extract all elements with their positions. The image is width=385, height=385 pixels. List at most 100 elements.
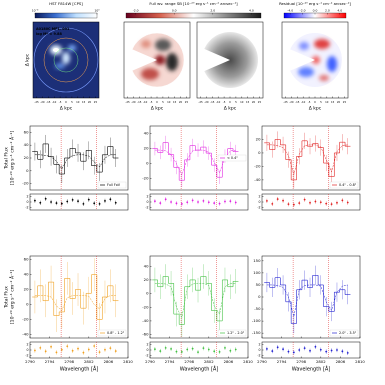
residual-point: [71, 349, 74, 352]
plot-frame: [261, 125, 361, 191]
legend-box: [329, 181, 359, 189]
residual-point: [87, 198, 90, 201]
x-axis-label: Wavelength [Å]: [180, 366, 219, 373]
x-tick-label: 2798: [64, 359, 74, 364]
y-axis-label: Total Flux: [4, 286, 10, 309]
residual-point: [207, 201, 210, 204]
residual-y-tick-label: 0: [26, 200, 28, 204]
x-tick-label: -5: [150, 100, 153, 104]
residual-point: [303, 347, 306, 350]
x-tick-label: 2806: [336, 359, 346, 364]
residual-point: [213, 202, 216, 204]
x-tick-label: 10: [240, 100, 244, 104]
x-tick-label: 2798: [184, 359, 194, 364]
residual-point: [114, 350, 117, 352]
x-tick-label: 0: [229, 100, 231, 104]
residual-map: [282, 33, 342, 87]
y-axis-label: Total Flux: [4, 147, 10, 170]
residual-point: [292, 351, 295, 354]
residual-point: [298, 202, 301, 204]
colorbar-title: Full wv. range SB [10⁻²⁰ erg s⁻¹ cm⁻² ar…: [149, 1, 238, 6]
y-tick-label: -20: [142, 176, 149, 181]
residual-point: [159, 350, 162, 352]
y-tick-label: 40: [144, 131, 149, 136]
residual-point: [104, 200, 106, 202]
residual-point: [218, 350, 221, 353]
y-tick-label: 20: [24, 155, 29, 160]
x-tick-label: -10: [216, 100, 221, 104]
residual-y-tick-label: -2: [145, 205, 148, 209]
residual-point: [202, 347, 205, 350]
residual-y-tick-label: -2: [257, 205, 260, 209]
x-tick-label: 5: [71, 100, 73, 104]
x-tick-label: -20: [289, 100, 294, 104]
x-tick-label: 5: [162, 100, 164, 104]
x-tick-label: 5: [235, 100, 237, 104]
x-tick-label: 10: [167, 100, 171, 104]
y-tick-label: 0: [146, 161, 149, 166]
y-tick-label: 0: [258, 294, 261, 299]
x-tick-label: 2798: [296, 359, 306, 364]
y-axis-label: [10⁻²⁰ erg s⁻¹ cm⁻² Å⁻¹]: [9, 270, 16, 324]
residual-point: [319, 201, 322, 204]
residual-point: [309, 349, 311, 352]
residual-y-tick-label: -2: [25, 353, 28, 357]
y-tick-label: -40: [22, 331, 29, 336]
residual-frame: [261, 341, 361, 359]
y-tick-label: -60: [142, 332, 149, 337]
x-tick-label: 2790: [145, 359, 155, 364]
legend-label: < 0.4": [227, 156, 238, 160]
residual-point: [180, 202, 183, 205]
residual-point: [98, 202, 101, 205]
residual-point: [287, 203, 290, 206]
residual-point: [271, 350, 274, 352]
residual-point: [202, 200, 205, 202]
y-tick-label: -40: [254, 177, 261, 182]
x-tick-label: 25: [343, 100, 347, 104]
residual-point: [341, 350, 344, 353]
y-tick-label: -20: [254, 163, 261, 168]
residual-point: [266, 348, 268, 350]
residual-point: [60, 348, 63, 351]
legend-label: 0.4" - 0.8": [339, 183, 357, 187]
x-tick-label: -10: [52, 100, 57, 104]
residual-point: [87, 348, 90, 351]
y-tick-label: 20: [144, 146, 149, 151]
residual-point: [55, 202, 58, 204]
residual-point: [266, 200, 268, 202]
residual-y-tick-label: 2: [258, 343, 260, 347]
residual-point: [298, 349, 301, 351]
residual-point: [224, 200, 226, 203]
x-axis-label: Δ kpc: [309, 106, 322, 112]
x-tick-label: -20: [40, 100, 45, 104]
colorbar-tick-label: -2.0: [300, 9, 306, 13]
residual-point: [180, 350, 183, 353]
y-tick-label: 0: [146, 291, 149, 296]
y-tick-label: 20: [256, 136, 261, 141]
residual-point: [197, 351, 199, 354]
residual-point: [330, 203, 333, 206]
x-tick-label: 15: [173, 100, 177, 104]
residual-point: [276, 198, 279, 200]
x-tick-label: 2802: [84, 359, 94, 364]
y-tick-label: 150: [253, 258, 261, 263]
legend-box: [217, 154, 247, 162]
residual-y-tick-label: 0: [258, 348, 260, 352]
residual-point: [34, 349, 36, 352]
residual-y-tick-label: 2: [26, 343, 28, 347]
x-tick-label: 2810: [355, 359, 365, 364]
residual-point: [218, 202, 221, 205]
residual-y-tick-label: 2: [146, 343, 148, 347]
residual-point: [39, 201, 42, 204]
x-tick-label: -20: [131, 100, 136, 104]
legend-label: 0.8" - 1.2": [107, 331, 125, 335]
residual-point: [229, 200, 232, 203]
x-tick-label: -10: [301, 100, 306, 104]
residual-y-tick-label: 2: [26, 195, 28, 199]
residual-point: [164, 346, 167, 349]
y-tick-label: -20: [22, 316, 29, 321]
y-tick-label: 60: [24, 129, 29, 134]
y-tick-label: 20: [24, 287, 29, 292]
residual-point: [82, 202, 85, 205]
residual-point: [224, 346, 226, 349]
